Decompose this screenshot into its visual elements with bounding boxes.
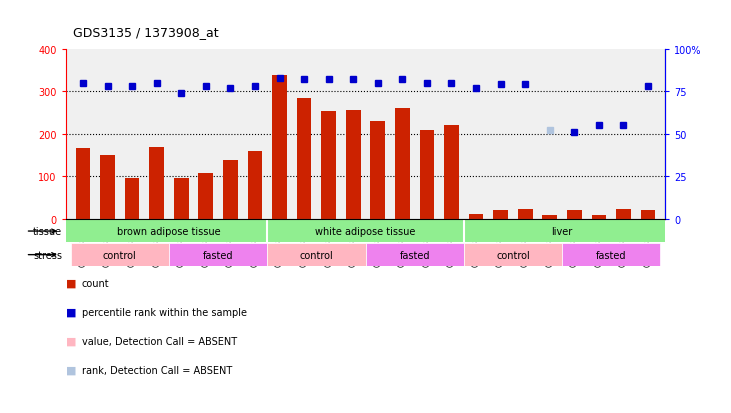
Bar xyxy=(125,178,140,219)
Bar xyxy=(640,211,656,219)
Bar xyxy=(198,173,213,219)
Bar xyxy=(174,179,189,219)
Text: ■: ■ xyxy=(66,365,76,375)
Text: ■: ■ xyxy=(66,336,76,346)
Bar xyxy=(420,131,434,219)
Text: liver: liver xyxy=(551,226,572,237)
Bar xyxy=(469,214,483,219)
Bar xyxy=(248,152,262,219)
Text: count: count xyxy=(82,278,110,288)
Bar xyxy=(567,211,582,219)
Text: white adipose tissue: white adipose tissue xyxy=(315,226,416,237)
Bar xyxy=(169,244,268,266)
Bar xyxy=(297,98,311,219)
Bar xyxy=(75,148,91,219)
Text: ■: ■ xyxy=(66,307,76,317)
Bar xyxy=(444,126,459,219)
Bar xyxy=(322,112,336,219)
Bar xyxy=(272,76,287,219)
Bar xyxy=(346,111,360,219)
Text: ■: ■ xyxy=(66,278,76,288)
Text: percentile rank within the sample: percentile rank within the sample xyxy=(82,307,247,317)
Text: brown adipose tissue: brown adipose tissue xyxy=(117,226,221,237)
Text: fasted: fasted xyxy=(596,250,626,260)
Text: fasted: fasted xyxy=(399,250,430,260)
Bar xyxy=(149,148,164,219)
Text: fasted: fasted xyxy=(202,250,233,260)
Text: rank, Detection Call = ABSENT: rank, Detection Call = ABSENT xyxy=(82,365,232,375)
Bar xyxy=(562,244,660,266)
Text: control: control xyxy=(300,250,333,260)
Bar xyxy=(366,244,463,266)
Text: value, Detection Call = ABSENT: value, Detection Call = ABSENT xyxy=(82,336,237,346)
Bar xyxy=(395,109,409,219)
Bar xyxy=(100,156,115,219)
Text: control: control xyxy=(496,250,530,260)
Bar xyxy=(463,244,562,266)
Bar xyxy=(518,210,533,219)
Text: GDS3135 / 1373908_at: GDS3135 / 1373908_at xyxy=(73,26,219,39)
Bar xyxy=(268,244,366,266)
Bar xyxy=(591,216,606,219)
Bar xyxy=(542,216,557,219)
Bar xyxy=(223,161,238,219)
Text: stress: stress xyxy=(33,250,62,260)
Bar xyxy=(616,209,631,219)
Text: control: control xyxy=(103,250,137,260)
Bar xyxy=(371,121,385,219)
Text: tissue: tissue xyxy=(33,226,62,237)
Bar xyxy=(71,244,169,266)
Bar xyxy=(493,211,508,219)
